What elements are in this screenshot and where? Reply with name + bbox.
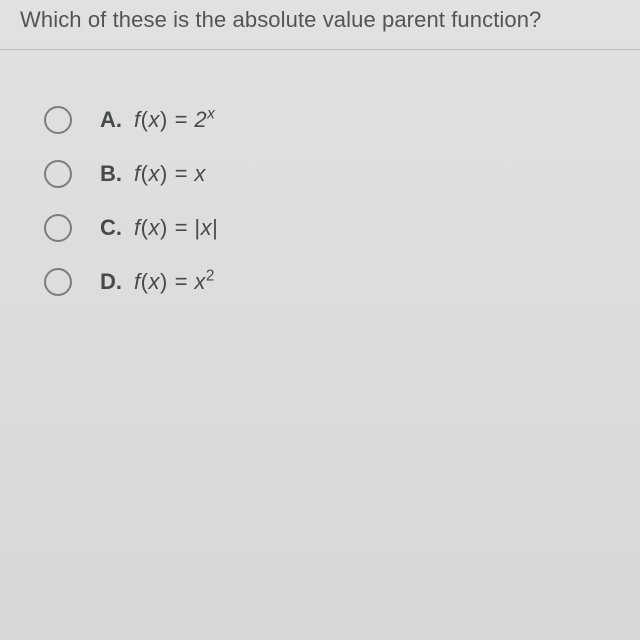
option-b-label: B. f(x) = x <box>100 161 206 187</box>
radio-b[interactable] <box>44 160 72 188</box>
radio-c[interactable] <box>44 214 72 242</box>
option-a-formula: f(x) = 2x <box>134 106 215 133</box>
option-a[interactable]: A. f(x) = 2x <box>44 106 610 134</box>
option-b[interactable]: B. f(x) = x <box>44 160 610 188</box>
option-c-letter: C. <box>100 215 122 241</box>
options-list: A. f(x) = 2x B. f(x) = x C. f(x) = |x| D… <box>0 50 640 296</box>
option-c[interactable]: C. f(x) = |x| <box>44 214 610 242</box>
question-text: Which of these is the absolute value par… <box>0 0 640 50</box>
quiz-frame: Which of these is the absolute value par… <box>0 0 640 640</box>
option-a-letter: A. <box>100 107 122 133</box>
option-d-letter: D. <box>100 269 122 295</box>
option-d[interactable]: D. f(x) = x2 <box>44 268 610 296</box>
option-d-formula: f(x) = x2 <box>134 268 215 295</box>
option-b-letter: B. <box>100 161 122 187</box>
option-b-formula: f(x) = x <box>134 161 206 187</box>
option-c-label: C. f(x) = |x| <box>100 215 218 241</box>
option-c-formula: f(x) = |x| <box>134 215 218 241</box>
radio-a[interactable] <box>44 106 72 134</box>
option-d-label: D. f(x) = x2 <box>100 268 215 295</box>
radio-d[interactable] <box>44 268 72 296</box>
option-a-label: A. f(x) = 2x <box>100 106 215 133</box>
